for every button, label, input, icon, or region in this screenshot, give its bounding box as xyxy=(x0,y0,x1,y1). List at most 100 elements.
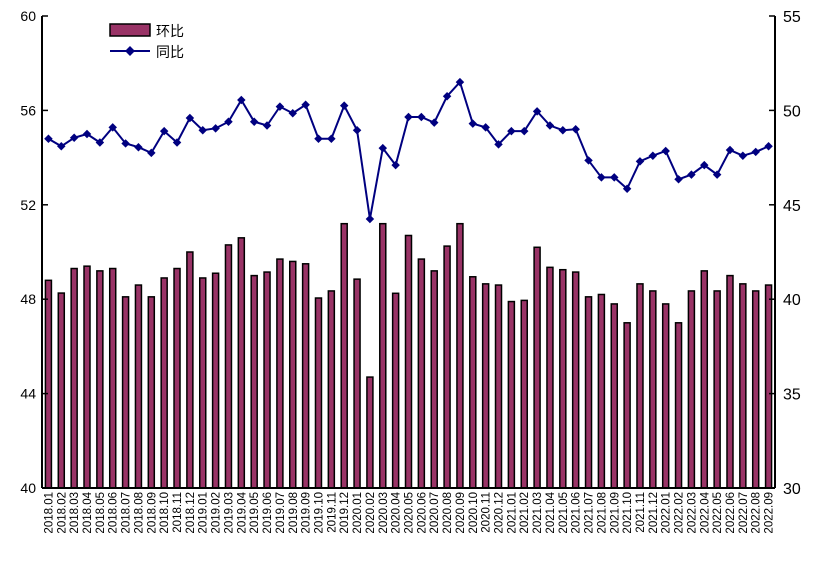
point-2022.07 xyxy=(738,151,748,160)
bar-2020.08 xyxy=(443,245,451,489)
bar-2022.02 xyxy=(674,322,683,489)
x-tick-label: 2020.04 xyxy=(391,491,403,533)
left-tick-label: 44 xyxy=(20,386,36,402)
bar-2020.11 xyxy=(481,283,490,489)
bar-2022.01 xyxy=(661,303,670,489)
x-tick-label: 2022.09 xyxy=(764,492,776,534)
bar-2020.03 xyxy=(379,222,387,489)
point-2018.11 xyxy=(172,138,182,147)
bar-2018.06 xyxy=(108,267,117,489)
x-tick-label: 2022.03 xyxy=(686,492,698,534)
bar-2018.08 xyxy=(134,284,143,489)
point-2018.10 xyxy=(159,126,169,136)
x-tick-label: 2018.04 xyxy=(82,491,94,533)
x-tick-label: 2018.01 xyxy=(43,492,55,534)
bar-2018.09 xyxy=(147,296,156,489)
point-2020.06 xyxy=(417,112,426,122)
x-tick-label: 2018.07 xyxy=(121,492,133,534)
left-tick-label: 48 xyxy=(20,291,36,307)
bar-2022.04 xyxy=(700,270,709,489)
x-tick-label: 2020.06 xyxy=(416,492,428,534)
legend-swatch-huanbi xyxy=(109,23,151,37)
bar-2018.11 xyxy=(173,267,181,489)
point-2021.05 xyxy=(558,125,568,135)
bar-2018.03 xyxy=(70,267,78,489)
point-2022.08 xyxy=(751,147,760,157)
point-2022.01 xyxy=(661,146,670,156)
x-tick-label: 2018.06 xyxy=(108,492,120,534)
bar-2020.09 xyxy=(456,222,464,489)
point-2020.09 xyxy=(455,77,465,87)
bar-2021.11 xyxy=(636,283,644,489)
bar-2020.10 xyxy=(469,276,477,489)
point-2022.02 xyxy=(674,175,683,184)
bar-2022.06 xyxy=(726,274,734,489)
x-tick-label: 2020.01 xyxy=(352,492,364,534)
x-tick-label: 2021.11 xyxy=(635,492,647,533)
bar-2021.02 xyxy=(520,299,528,489)
bar-2020.07 xyxy=(430,270,438,489)
bar-2018.02 xyxy=(57,292,66,489)
bar-2020.04 xyxy=(391,292,400,489)
bar-2020.01 xyxy=(353,278,361,489)
point-2019.03 xyxy=(224,117,233,126)
point-2021.12 xyxy=(648,151,658,160)
point-2019.08 xyxy=(288,108,298,118)
point-2018.12 xyxy=(185,113,195,123)
bar-2021.01 xyxy=(507,300,516,489)
left-tick-label: 60 xyxy=(20,8,36,24)
bar-2021.05 xyxy=(559,268,567,489)
x-tick-label: 2020.02 xyxy=(365,492,377,534)
point-2018.01 xyxy=(44,134,53,143)
x-tick-label: 2021.01 xyxy=(506,492,518,534)
bar-2021.03 xyxy=(533,246,541,489)
point-2020.07 xyxy=(429,118,439,127)
point-2018.08 xyxy=(134,142,143,152)
bar-2021.08 xyxy=(597,293,606,489)
right-tick-label: 30 xyxy=(783,481,801,498)
x-tick-label: 2019.02 xyxy=(211,492,223,534)
bar-2019.02 xyxy=(211,272,220,489)
point-2020.11 xyxy=(481,123,490,132)
bar-2019.06 xyxy=(263,271,271,489)
x-tick-label: 2018.11 xyxy=(172,492,184,533)
bar-2019.01 xyxy=(198,277,207,489)
legend-label-tongbi: 同比 xyxy=(156,44,184,60)
x-tick-label: 2022.04 xyxy=(699,491,711,533)
bar-2018.01 xyxy=(44,279,53,489)
point-2020.04 xyxy=(391,160,400,170)
point-2019.12 xyxy=(339,101,349,110)
point-2018.06 xyxy=(108,123,117,132)
x-tick-label: 2019.03 xyxy=(223,492,235,534)
x-tick-label: 2022.06 xyxy=(725,492,737,534)
x-tick-label: 2021.03 xyxy=(532,492,544,534)
right-tick-label: 35 xyxy=(783,387,801,404)
bar-2020.06 xyxy=(417,258,426,489)
x-tick-label: 2020.09 xyxy=(455,492,467,534)
point-2020.03 xyxy=(378,143,388,153)
x-tick-label: 2022.02 xyxy=(674,492,686,534)
legend-marker-tongbi xyxy=(125,46,135,56)
right-tick-label: 50 xyxy=(783,103,801,120)
bar-2018.12 xyxy=(186,251,194,489)
point-2021.06 xyxy=(571,125,580,134)
bar-2022.07 xyxy=(739,283,747,489)
left-tick-label: 52 xyxy=(20,197,36,213)
x-tick-label: 2019.10 xyxy=(313,492,325,534)
bar-2022.05 xyxy=(713,290,721,489)
bar-2021.07 xyxy=(584,296,593,489)
x-tick-label: 2019.11 xyxy=(326,492,338,533)
bar-2018.07 xyxy=(121,296,130,489)
tongbi-line xyxy=(47,80,769,220)
bar-2021.10 xyxy=(623,322,631,489)
bar-2019.09 xyxy=(301,263,310,489)
bar-2018.10 xyxy=(160,277,168,489)
point-2018.09 xyxy=(147,148,156,158)
x-tick-label: 2022.05 xyxy=(712,492,724,534)
x-tick-label: 2022.07 xyxy=(738,492,750,534)
line-series-tongbi xyxy=(44,77,773,224)
x-tick-label: 2019.09 xyxy=(301,492,313,534)
x-tick-label: 2018.03 xyxy=(69,492,81,534)
x-tick-label: 2018.02 xyxy=(56,492,68,534)
x-tick-label: 2020.08 xyxy=(442,492,454,534)
